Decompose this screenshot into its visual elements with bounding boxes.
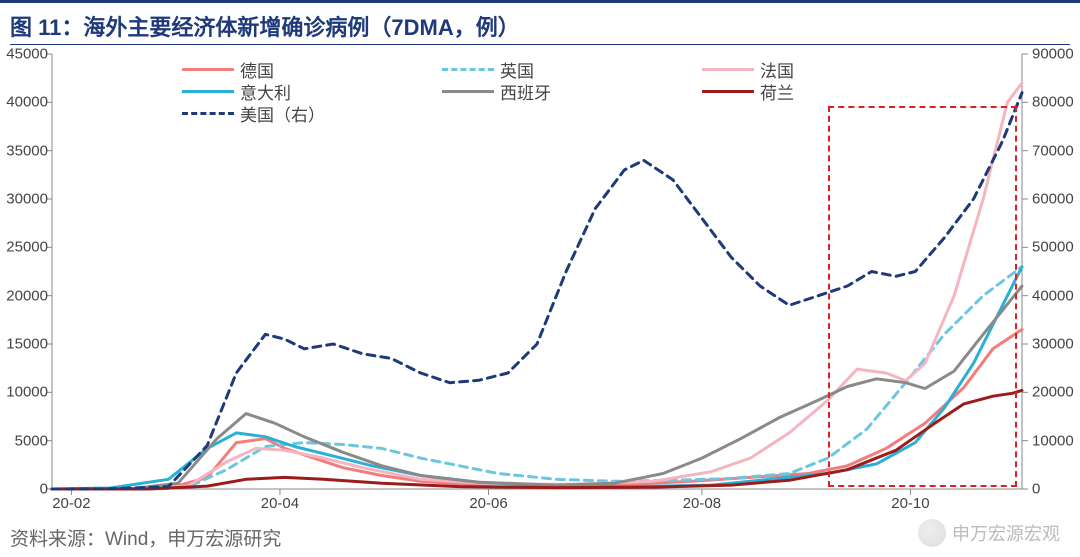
x-tick-label: 20-10 <box>891 495 929 512</box>
legend-label: 美国（右） <box>240 101 325 126</box>
series-法国 <box>52 83 1022 489</box>
legend-item: 美国（右） <box>182 101 325 126</box>
y-right-tick-label: 60000 <box>1032 191 1080 208</box>
y-right-tick-label: 0 <box>1032 481 1080 498</box>
figure-container: 图 11：海外主要经济体新增确诊病例（7DMA，例） 资料来源：Wind，申万宏… <box>0 0 1080 557</box>
legend-swatch <box>442 68 494 71</box>
legend-swatch <box>702 68 754 71</box>
series-美国 <box>52 93 1022 489</box>
legend-item: 西班牙 <box>442 79 551 104</box>
y-left-tick-label: 40000 <box>0 94 48 111</box>
legend-swatch <box>702 90 754 93</box>
y-left-tick-label: 45000 <box>0 46 48 63</box>
watermark: 申万宏源宏观 <box>918 519 1060 547</box>
chart-title: 图 11：海外主要经济体新增确诊病例（7DMA，例） <box>10 10 520 42</box>
y-left-tick-label: 5000 <box>0 432 48 449</box>
legend-swatch <box>182 112 234 115</box>
y-left-tick-label: 15000 <box>0 336 48 353</box>
legend-label: 西班牙 <box>500 79 551 104</box>
y-right-tick-label: 80000 <box>1032 94 1080 111</box>
x-tick-label: 20-08 <box>683 495 721 512</box>
legend-item: 荷兰 <box>702 79 794 104</box>
y-right-tick-label: 40000 <box>1032 287 1080 304</box>
y-right-tick-label: 70000 <box>1032 142 1080 159</box>
y-right-tick-label: 10000 <box>1032 432 1080 449</box>
legend-label: 荷兰 <box>760 79 794 104</box>
legend-swatch <box>442 90 494 93</box>
source-text: 资料来源：Wind，申万宏源研究 <box>10 524 281 551</box>
y-left-tick-label: 25000 <box>0 239 48 256</box>
watermark-icon <box>918 519 946 547</box>
y-right-tick-label: 90000 <box>1032 46 1080 63</box>
y-right-tick-label: 50000 <box>1032 239 1080 256</box>
title-bar: 图 11：海外主要经济体新增确诊病例（7DMA，例） <box>0 0 1080 44</box>
y-right-tick-label: 20000 <box>1032 384 1080 401</box>
legend-swatch <box>182 68 234 71</box>
x-tick-label: 20-04 <box>261 495 299 512</box>
title-underline <box>10 44 1070 45</box>
y-left-tick-label: 20000 <box>0 287 48 304</box>
legend-swatch <box>182 90 234 93</box>
watermark-text: 申万宏源宏观 <box>952 520 1060 546</box>
x-tick-label: 20-02 <box>52 495 90 512</box>
y-right-tick-label: 30000 <box>1032 336 1080 353</box>
series-荷兰 <box>52 390 1022 489</box>
y-left-tick-label: 35000 <box>0 142 48 159</box>
y-left-tick-label: 0 <box>0 481 48 498</box>
x-tick-label: 20-06 <box>469 495 507 512</box>
y-left-tick-label: 10000 <box>0 384 48 401</box>
y-left-tick-label: 30000 <box>0 191 48 208</box>
